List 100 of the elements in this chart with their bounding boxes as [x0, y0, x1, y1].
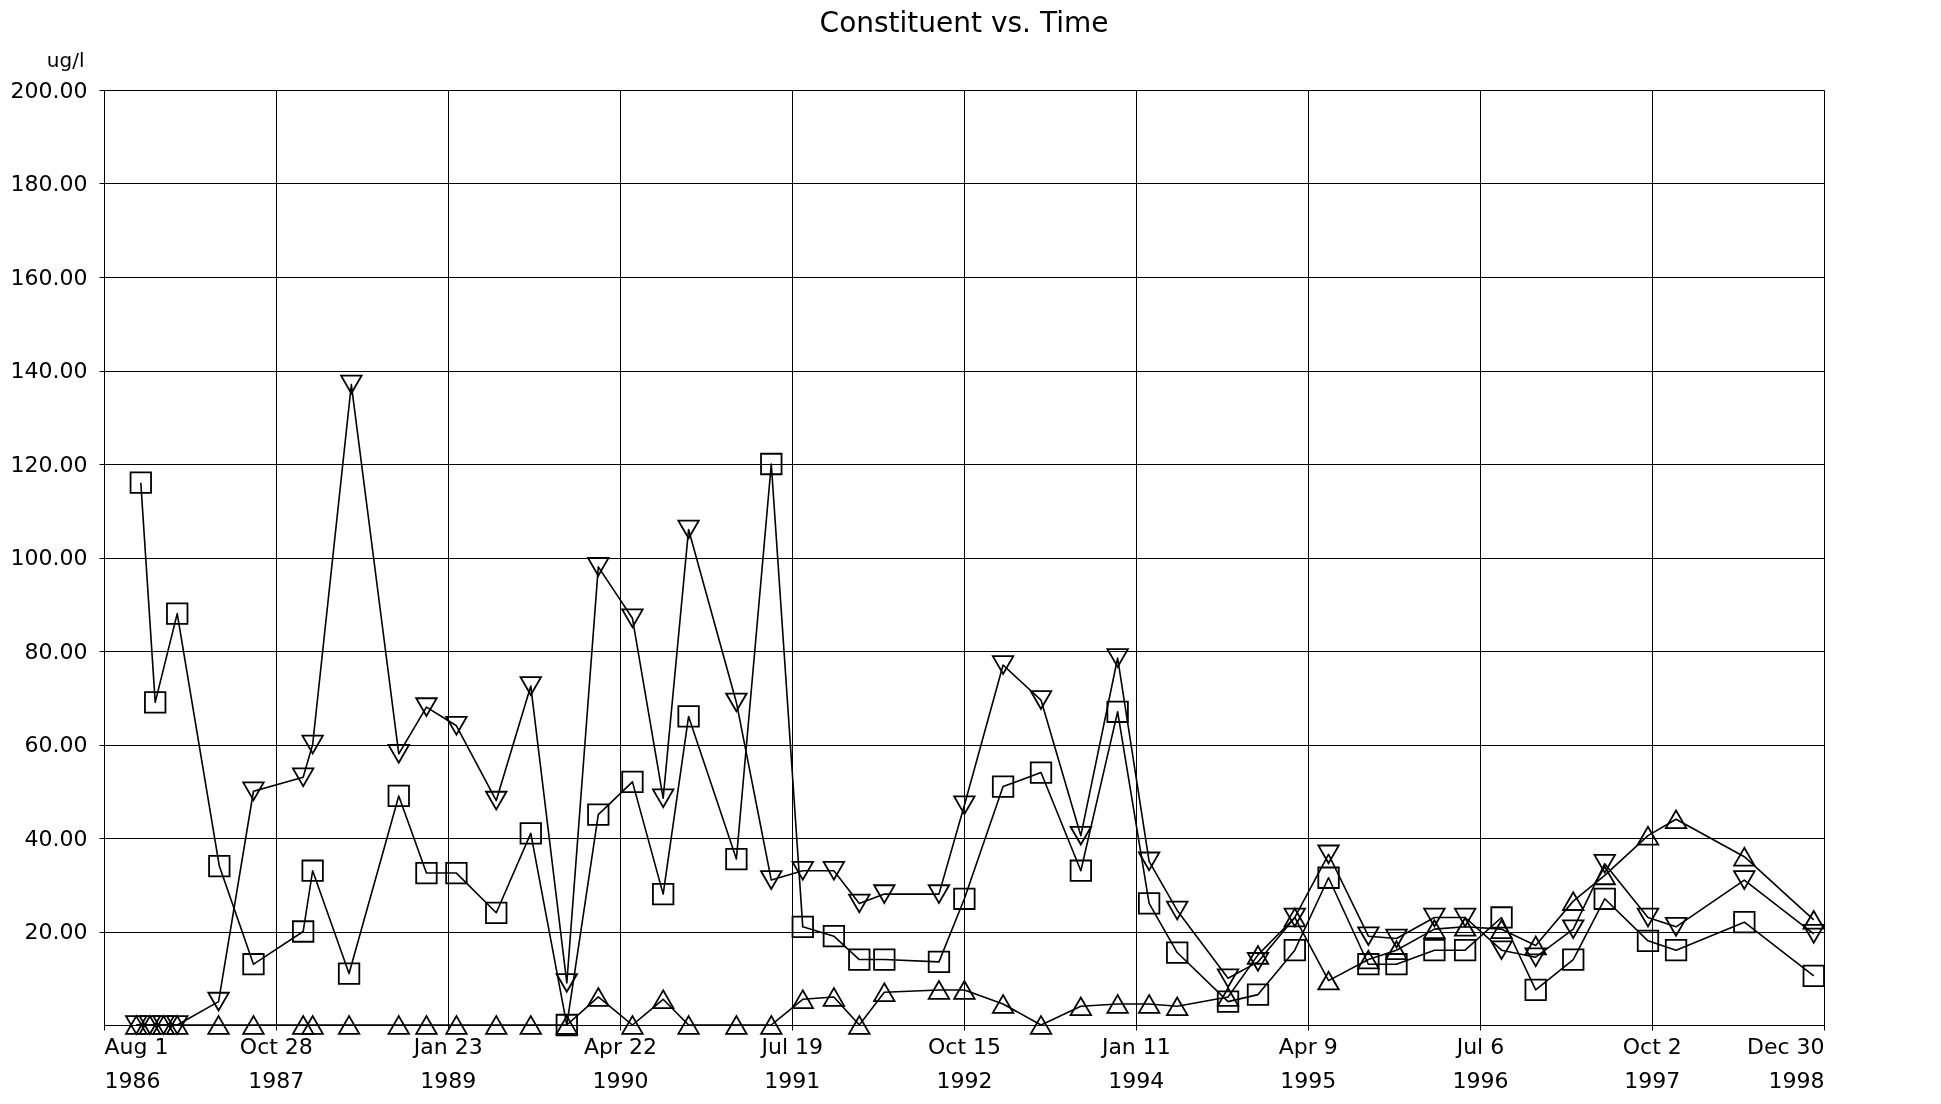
point — [1357, 953, 1380, 976]
point — [725, 847, 748, 871]
point — [1453, 939, 1477, 962]
point — [301, 734, 324, 755]
point — [1317, 866, 1340, 889]
point — [1593, 853, 1616, 874]
x-tick-label: Jan 11 1994 — [1099, 1033, 1171, 1093]
point — [445, 861, 468, 885]
point — [1490, 940, 1513, 960]
point — [519, 1015, 542, 1035]
y-tick-label: 40.00 — [24, 825, 88, 851]
point — [652, 882, 675, 906]
point — [587, 803, 610, 826]
point — [1246, 983, 1270, 1006]
point — [387, 1015, 410, 1035]
point — [953, 795, 976, 816]
point — [1802, 924, 1825, 944]
y-tick-label: 60.00 — [24, 732, 88, 757]
point — [621, 1015, 644, 1035]
y-tick-label: 200.00 — [10, 77, 88, 103]
point — [387, 784, 410, 808]
point — [1490, 906, 1513, 929]
point — [1802, 964, 1825, 988]
point — [1664, 939, 1688, 962]
point — [991, 655, 1015, 675]
y-tick-label: 140.00 — [10, 358, 88, 383]
point — [677, 705, 700, 728]
x-tick-label: Oct 28 1987 — [239, 1033, 313, 1093]
y-tick-label: 160.00 — [10, 264, 88, 290]
point — [1423, 939, 1446, 962]
point — [144, 691, 167, 714]
point — [791, 915, 814, 938]
point — [1453, 917, 1477, 937]
x-tick-label: Dec 30 1998 — [1746, 1033, 1825, 1093]
point — [822, 860, 846, 881]
point — [242, 781, 265, 802]
point — [848, 948, 871, 971]
point — [1166, 996, 1189, 1017]
point — [1029, 761, 1053, 784]
point — [991, 994, 1015, 1014]
point — [485, 1015, 508, 1035]
point — [587, 557, 610, 577]
point — [1357, 949, 1380, 970]
point — [1069, 859, 1092, 882]
point — [1246, 945, 1270, 965]
point — [1283, 939, 1306, 962]
point — [791, 860, 814, 881]
point — [1423, 919, 1446, 939]
point — [242, 953, 265, 976]
point — [760, 452, 783, 476]
point — [1664, 809, 1688, 830]
point — [1524, 947, 1547, 967]
point — [1137, 994, 1161, 1014]
point — [1106, 648, 1129, 668]
point — [953, 887, 976, 910]
point — [1636, 907, 1660, 928]
point — [1246, 952, 1270, 972]
point — [1524, 978, 1547, 1002]
point — [725, 692, 748, 713]
point — [1562, 891, 1585, 911]
point — [1385, 940, 1408, 960]
y-tick-label: 20.00 — [24, 919, 88, 944]
point — [1069, 996, 1092, 1017]
point — [1453, 907, 1477, 928]
point — [207, 1015, 230, 1035]
point — [340, 374, 363, 395]
point — [555, 973, 578, 993]
point — [1317, 844, 1340, 865]
point — [1166, 900, 1189, 921]
point — [1733, 911, 1756, 934]
point — [1490, 919, 1513, 939]
point — [927, 950, 951, 974]
point — [1069, 825, 1092, 846]
x-tick-label: Apr 9 1995 — [1278, 1033, 1338, 1093]
x-tick-label: Jan 23 1989 — [411, 1033, 483, 1093]
point — [445, 1015, 468, 1035]
point — [652, 788, 675, 809]
point — [129, 471, 152, 494]
point — [415, 1015, 438, 1035]
y-tick-label: 120.00 — [10, 451, 88, 477]
point — [415, 861, 438, 885]
x-tick-label: Aug 1 1986 — [104, 1033, 169, 1093]
point — [166, 602, 189, 625]
point — [1106, 994, 1129, 1014]
point — [301, 859, 324, 882]
y-tick-label: 80.00 — [24, 638, 88, 664]
point — [208, 854, 231, 878]
point — [822, 987, 846, 1007]
y-tick-label: 180.00 — [10, 171, 88, 196]
point — [207, 991, 230, 1012]
point — [1562, 919, 1585, 939]
point — [387, 744, 410, 764]
y-axis-title: ug/l — [46, 47, 85, 72]
point — [519, 676, 542, 696]
chart-title: Constituent vs. Time — [819, 6, 1109, 39]
point — [519, 822, 542, 845]
point — [621, 608, 644, 629]
x-tick-label: Apr 22 1990 — [583, 1033, 657, 1093]
point — [652, 989, 675, 1010]
point — [485, 790, 508, 811]
